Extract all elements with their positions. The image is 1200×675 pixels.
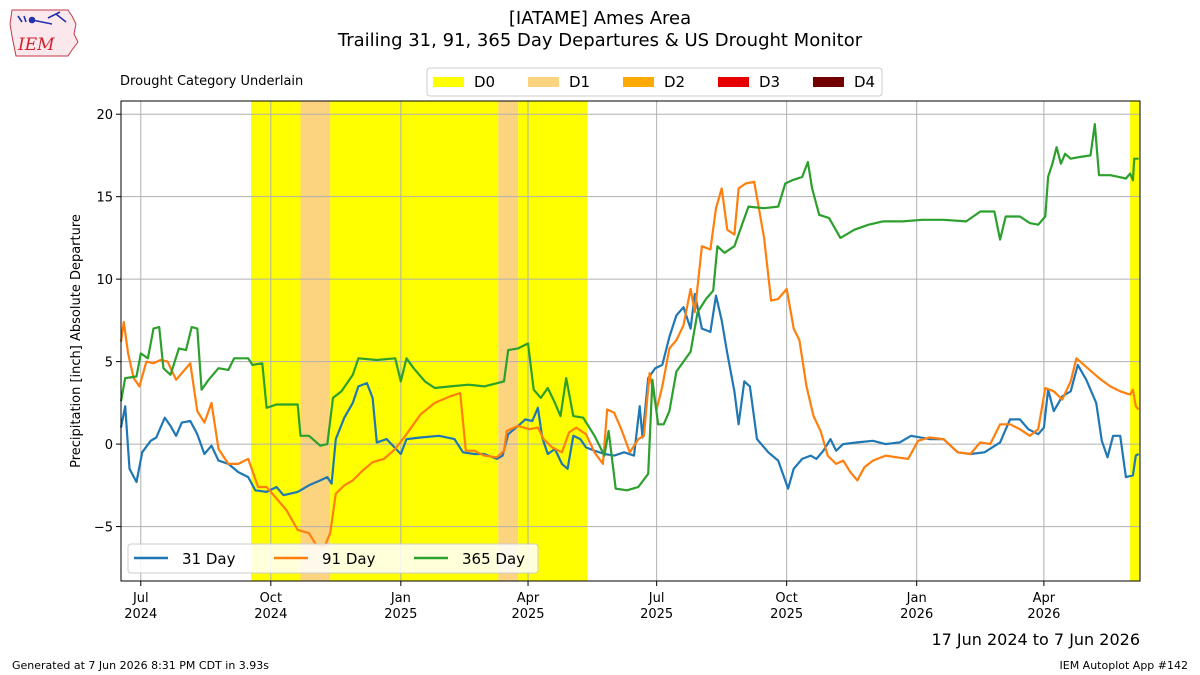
- series-legend-label-365-day: 365 Day: [462, 550, 525, 568]
- x-tick-year: 2024: [124, 607, 157, 622]
- x-tick-year: 2025: [511, 607, 544, 622]
- drought-band-d0: [1130, 101, 1140, 581]
- drought-legend-label-d1: D1: [569, 73, 590, 91]
- y-axis-label: Precipitation [inch] Absolute Departure: [69, 214, 84, 468]
- drought-band-d1: [300, 101, 331, 581]
- x-tick-month: Jan: [906, 591, 927, 606]
- y-tick-label: 5: [105, 356, 113, 371]
- drought-band-d1: [498, 101, 519, 581]
- x-tick-month: Jan: [390, 591, 411, 606]
- series-line-365-day: [119, 123, 1139, 492]
- drought-legend-swatch-d2: [623, 77, 654, 87]
- drought-band-d0: [518, 101, 588, 581]
- drought-band-d0: [330, 101, 499, 581]
- x-tick-month: Apr: [517, 591, 540, 606]
- y-tick-label: 10: [96, 273, 113, 288]
- drought-legend-label-d2: D2: [664, 73, 685, 91]
- y-tick-label: 15: [96, 191, 113, 206]
- series-line-31-day: [119, 292, 1140, 497]
- svg-text:IEM: IEM: [17, 35, 55, 55]
- iem-logo: IEM: [9, 9, 79, 57]
- date-range: 17 Jun 2024 to 7 Jun 2026: [931, 630, 1140, 649]
- x-tick-year: 2025: [770, 607, 803, 622]
- chart-subtitle: Trailing 31, 91, 365 Day Departures & US…: [337, 30, 863, 51]
- drought-legend-swatch-d1: [528, 77, 559, 87]
- drought-legend-label-d0: D0: [474, 73, 495, 91]
- x-tick-year: 2025: [384, 607, 417, 622]
- drought-legend-label-d4: D4: [854, 73, 875, 91]
- y-tick-label: −5: [94, 521, 113, 536]
- series-legend-label-91-day: 91 Day: [322, 550, 376, 568]
- x-tick-year: 2026: [1027, 607, 1060, 622]
- series-legend-label-31-day: 31 Day: [182, 550, 236, 568]
- x-tick-year: 2025: [640, 607, 673, 622]
- drought-legend-label-d3: D3: [759, 73, 780, 91]
- x-tick-year: 2024: [254, 607, 287, 622]
- drought-legend-swatch-d4: [813, 77, 844, 87]
- plot-frame: [120, 100, 1141, 582]
- app-note: IEM Autoplot App #142: [1059, 659, 1189, 672]
- generated-note: Generated at 7 Jun 2026 8:31 PM CDT in 3…: [12, 659, 270, 672]
- chart-title: [IATAME] Ames Area: [508, 8, 692, 29]
- x-tick-month: Jul: [132, 591, 149, 606]
- series-line-91-day: [119, 180, 1140, 548]
- drought-band-d0: [251, 101, 301, 581]
- drought-legend-caption: Drought Category Underlain: [120, 74, 304, 89]
- series-legend-box: [127, 543, 539, 574]
- x-tick-month: Oct: [775, 591, 797, 606]
- x-tick-month: Apr: [1033, 591, 1056, 606]
- y-tick-label: 20: [96, 108, 113, 123]
- x-tick-month: Jul: [648, 591, 665, 606]
- x-tick-year: 2026: [900, 607, 933, 622]
- x-tick-month: Oct: [260, 591, 282, 606]
- drought-legend-swatch-d0: [433, 77, 464, 87]
- y-tick-label: 0: [105, 438, 113, 453]
- drought-legend-swatch-d3: [718, 77, 749, 87]
- drought-legend-box: [426, 67, 883, 97]
